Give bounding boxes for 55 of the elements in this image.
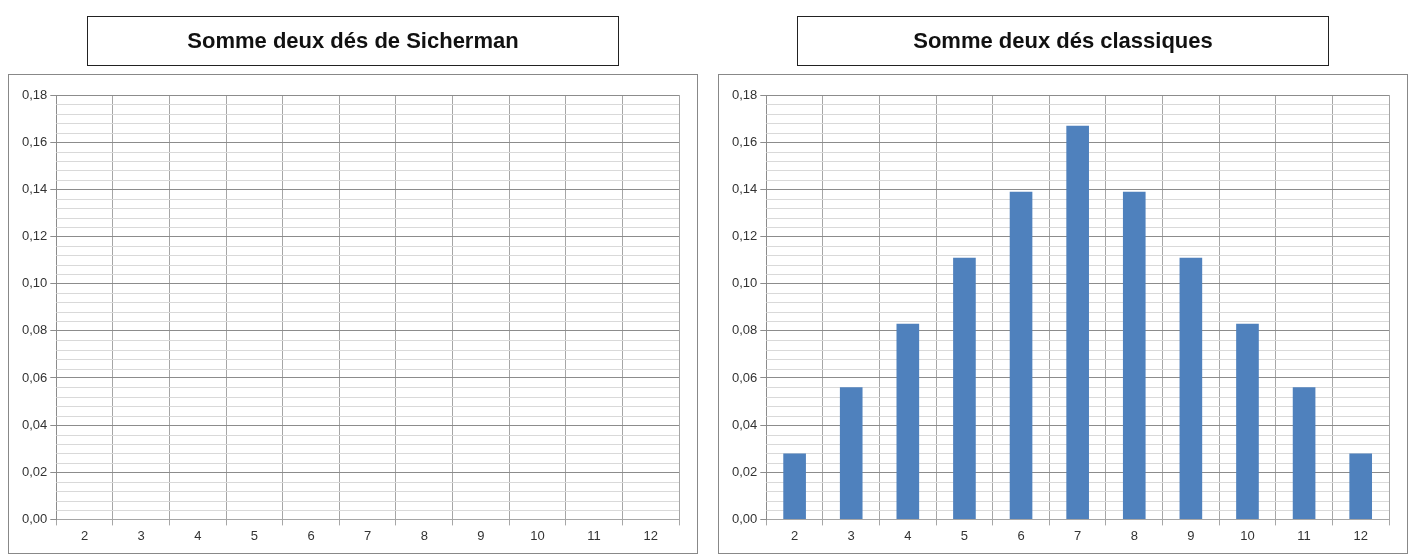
x-tick-label: 8 (420, 527, 428, 543)
x-tick-label: 2 (790, 527, 799, 543)
chart-title: Somme deux dés de Sicherman (87, 16, 619, 66)
y-tick-label: 0,02 (21, 463, 48, 479)
x-tick-label: 3 (847, 527, 855, 543)
y-tick-label: 0,18 (731, 86, 758, 102)
bar (1179, 257, 1203, 519)
y-tick-label: 0,12 (731, 228, 758, 244)
y-tick-label: 0,18 (21, 86, 48, 102)
chart-title: Somme deux dés classiques (797, 16, 1329, 66)
x-tick-label: 5 (250, 527, 259, 543)
y-tick-label: 0,14 (731, 180, 758, 196)
x-tick-label: 4 (904, 527, 912, 543)
x-tick-label: 8 (1130, 527, 1138, 543)
bar (953, 257, 976, 519)
x-tick-label: 6 (1017, 527, 1025, 543)
x-tick-label: 10 (1240, 527, 1255, 543)
bar (1236, 323, 1259, 519)
bar (1122, 191, 1146, 519)
bar (839, 387, 863, 519)
y-tick-label: 0,02 (731, 463, 758, 479)
x-tick-label: 11 (1297, 527, 1311, 543)
y-tick-label: 0,16 (731, 133, 758, 149)
x-tick-label: 5 (960, 527, 969, 543)
y-tick-label: 0,06 (731, 369, 758, 385)
x-tick-label: 2 (80, 527, 89, 543)
y-tick-label: 0,04 (21, 416, 48, 432)
bar (896, 323, 920, 519)
y-tick-label: 0,10 (21, 275, 48, 291)
y-tick-label: 0,06 (21, 369, 48, 385)
x-tick-label: 12 (1353, 527, 1368, 543)
y-tick-label: 0,12 (21, 228, 48, 244)
y-tick-label: 0,00 (21, 510, 48, 526)
x-tick-label: 6 (307, 527, 315, 543)
x-tick-label: 4 (194, 527, 202, 543)
y-tick-label: 0,00 (731, 510, 758, 526)
y-tick-label: 0,10 (731, 275, 758, 291)
bar (1066, 125, 1089, 519)
x-tick-label: 11 (587, 527, 601, 543)
x-tick-label: 7 (364, 527, 372, 543)
y-tick-label: 0,04 (731, 416, 758, 432)
bar (783, 453, 806, 519)
y-tick-label: 0,08 (21, 322, 48, 338)
x-tick-label: 3 (137, 527, 145, 543)
bar (1349, 453, 1373, 519)
y-tick-label: 0,14 (21, 180, 48, 196)
bar (1292, 387, 1316, 519)
y-tick-label: 0,16 (21, 133, 48, 149)
x-tick-label: 12 (643, 527, 658, 543)
bar (1009, 191, 1033, 519)
x-tick-label: 7 (1074, 527, 1082, 543)
x-tick-label: 10 (530, 527, 545, 543)
x-tick-label: 9 (1187, 527, 1195, 543)
x-tick-label: 9 (477, 527, 485, 543)
y-tick-label: 0,08 (731, 322, 758, 338)
